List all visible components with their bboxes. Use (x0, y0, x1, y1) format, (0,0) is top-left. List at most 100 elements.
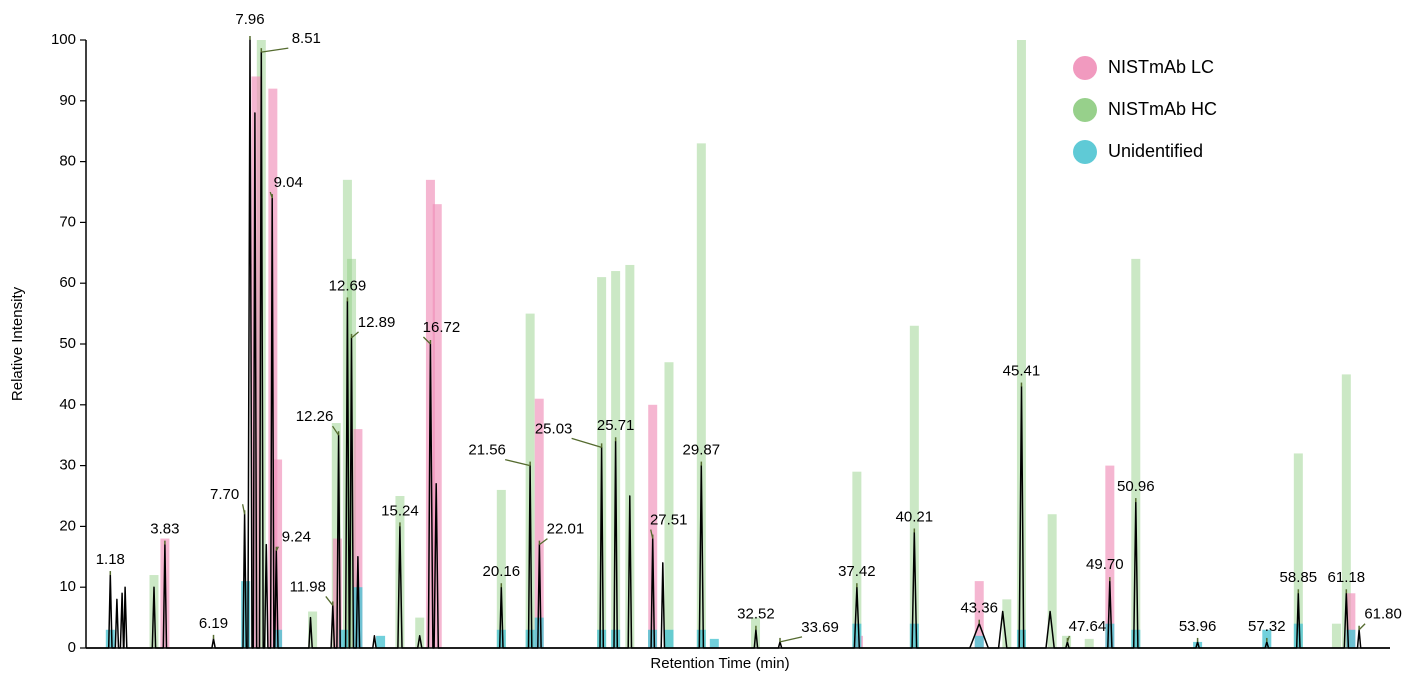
peak-label: 12.69 (329, 277, 367, 294)
leader-line (241, 504, 246, 515)
peak-label: 43.36 (960, 600, 998, 617)
peak-label: 53.96 (1179, 618, 1217, 635)
bar (1002, 599, 1012, 648)
legend-label: NISTmAb LC (1108, 57, 1214, 77)
peak-label: 3.83 (150, 521, 179, 538)
peak-label: 16.72 (423, 319, 461, 336)
bar (432, 204, 442, 648)
bar (1346, 593, 1356, 648)
leader-line (504, 458, 531, 467)
bar (648, 404, 658, 648)
bar (353, 587, 363, 648)
bar (353, 429, 363, 648)
peak-label: 29.87 (683, 442, 721, 459)
peak-label: 49.70 (1086, 556, 1124, 573)
bar (974, 635, 984, 648)
y-tick-label: 80 (59, 153, 76, 170)
peak-label: 45.41 (1003, 363, 1041, 380)
bar (664, 629, 674, 648)
bar (525, 629, 535, 648)
peak-label: 50.96 (1117, 478, 1155, 495)
bar (1331, 623, 1341, 648)
y-tick-label: 30 (59, 457, 76, 474)
bar (1062, 635, 1072, 648)
leader-line (422, 336, 431, 345)
bar (105, 629, 115, 648)
bar (696, 629, 706, 648)
x-axis-title: Retention Time (min) (650, 655, 789, 672)
peak-label: 33.69 (801, 619, 839, 636)
peak-label: 20.16 (483, 563, 521, 580)
bar (1105, 623, 1115, 648)
y-tick-label: 40 (59, 396, 76, 413)
bar (376, 635, 386, 648)
peak-label: 12.26 (296, 408, 334, 425)
bar (496, 629, 506, 648)
y-tick-label: 60 (59, 274, 76, 291)
y-tick-label: 90 (59, 92, 76, 109)
y-axis-title: Relative Intensity (9, 286, 26, 401)
bar (273, 459, 283, 648)
peak-label: 32.52 (737, 606, 775, 623)
y-tick-label: 10 (59, 578, 76, 595)
bar (909, 325, 919, 648)
legend-swatch (1073, 140, 1097, 164)
peak-label: 61.80 (1364, 606, 1402, 623)
leader-line (779, 636, 803, 643)
bar (331, 423, 341, 648)
bar (534, 617, 544, 648)
y-tick-label: 50 (59, 335, 76, 352)
bar (852, 623, 862, 648)
bar (1346, 629, 1356, 648)
peak-label: 22.01 (547, 521, 585, 538)
bar (611, 629, 621, 648)
leader-line (1066, 635, 1071, 643)
peak-label: 15.24 (381, 502, 419, 519)
bar (308, 611, 318, 648)
peak-label: 61.18 (1328, 569, 1366, 586)
bar (1293, 623, 1303, 648)
leader-line (1358, 623, 1366, 631)
peak-label: 7.70 (210, 486, 239, 503)
bar (1016, 629, 1026, 648)
leader-line (275, 546, 279, 552)
peak-label: 25.03 (535, 420, 573, 437)
bar (625, 264, 635, 648)
peak-label: 21.56 (468, 442, 506, 459)
leader-line (351, 331, 359, 339)
legend-label: NISTmAb HC (1108, 99, 1217, 119)
y-tick-label: 70 (59, 213, 76, 230)
bar (415, 617, 425, 648)
peak-label: 27.51 (650, 512, 688, 529)
bar (1105, 465, 1115, 648)
legend-swatch (1073, 56, 1097, 80)
bar (1341, 374, 1351, 648)
peak-label: 12.89 (358, 314, 396, 331)
bar (339, 629, 349, 648)
leader-line (650, 529, 654, 539)
peak-label: 1.18 (96, 551, 125, 568)
leader-line (325, 596, 334, 606)
bar (1131, 629, 1141, 648)
bar (160, 538, 170, 648)
peak-label: 25.71 (597, 417, 635, 434)
bar (852, 471, 862, 648)
bar (1016, 40, 1026, 648)
leader-line (261, 47, 289, 53)
leader-line (571, 437, 602, 448)
bar (1047, 514, 1057, 648)
peak-label: 11.98 (290, 578, 326, 595)
leader-line (269, 191, 273, 199)
bar (664, 362, 674, 648)
peak-label: 9.24 (282, 529, 311, 546)
legend-swatch (1073, 98, 1097, 122)
bar (974, 581, 984, 648)
peak-label: 37.42 (838, 563, 876, 580)
y-tick-label: 0 (68, 639, 76, 656)
bar (496, 489, 506, 648)
bar (1131, 258, 1141, 648)
bar (1084, 638, 1094, 648)
peak-label: 7.96 (235, 11, 264, 28)
bar (1193, 641, 1203, 648)
